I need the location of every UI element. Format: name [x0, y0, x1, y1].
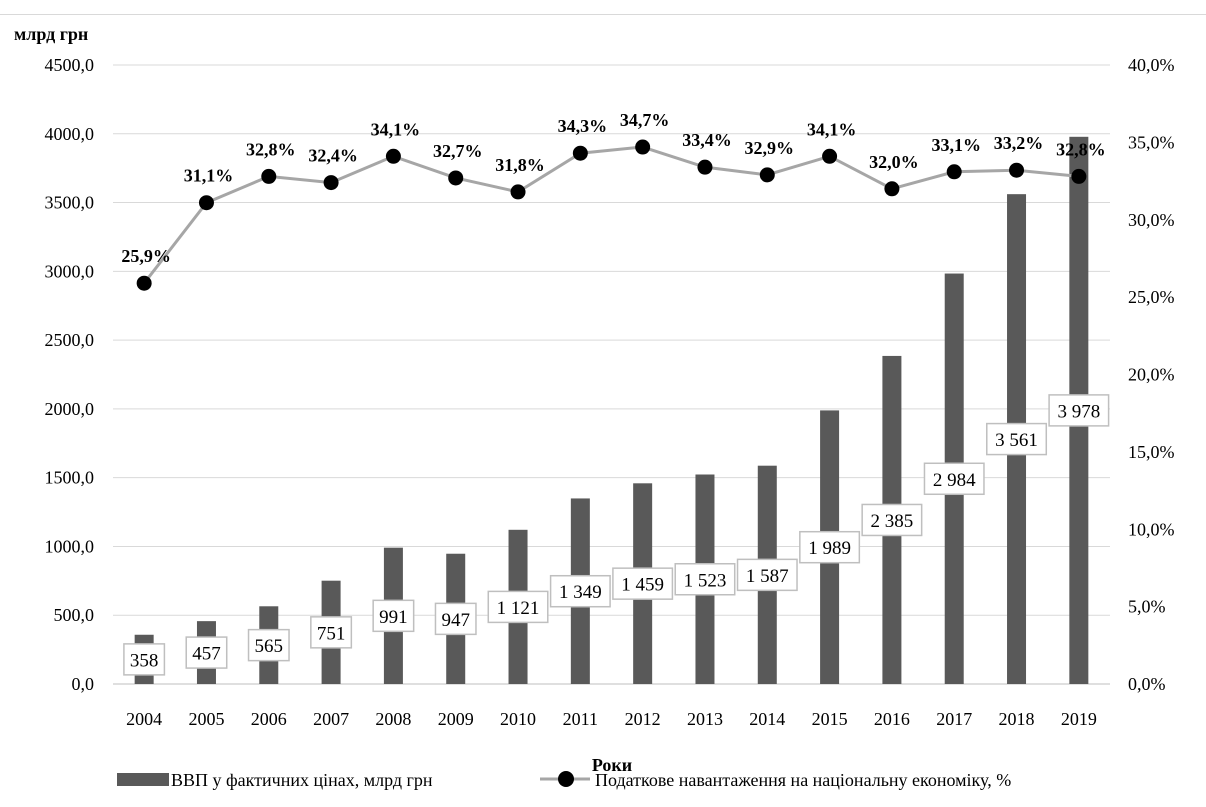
x-tick-label: 2005: [188, 709, 224, 729]
line-value-label: 25,9%: [121, 246, 171, 266]
bar-value-label: 1 587: [746, 566, 789, 587]
y-tick-label: 2500,0: [45, 330, 95, 350]
line-value-label: 33,4%: [682, 130, 732, 150]
x-tick-label: 2011: [563, 709, 598, 729]
y-tick-label: 4000,0: [45, 124, 95, 144]
bar-value-label: 3 978: [1057, 401, 1100, 422]
line-point: [137, 276, 152, 291]
y-tick-label: 500,0: [54, 605, 95, 625]
x-tick-label: 2008: [375, 709, 411, 729]
y2-tick-label: 15,0%: [1128, 442, 1175, 462]
x-tick-label: 2015: [812, 709, 848, 729]
line-point: [635, 140, 650, 155]
line-point: [261, 169, 276, 184]
line-value-label: 32,7%: [433, 141, 483, 161]
y2-tick-label: 5,0%: [1128, 597, 1166, 617]
line-point: [1071, 169, 1086, 184]
legend-bar-swatch: [117, 773, 169, 786]
bar-value-label: 1 989: [808, 538, 851, 559]
line-value-label: 32,4%: [308, 146, 358, 166]
y2-tick-label: 35,0%: [1128, 132, 1175, 152]
line-point: [947, 164, 962, 179]
y-tick-label: 3500,0: [45, 193, 95, 213]
line-point: [1009, 163, 1024, 178]
y-tick-label: 1000,0: [45, 536, 95, 556]
y-tick-label: 0,0: [72, 674, 95, 694]
bar-value-label: 947: [441, 610, 470, 631]
x-tick-label: 2018: [999, 709, 1035, 729]
bar-value-label: 1 349: [559, 582, 602, 603]
line-value-label: 31,8%: [495, 155, 545, 175]
bar-value-label: 457: [192, 644, 221, 665]
x-tick-label: 2013: [687, 709, 723, 729]
bar-value-label: 2 385: [871, 511, 914, 532]
line-point: [884, 181, 899, 196]
bar-value-label: 1 121: [497, 598, 540, 619]
line-point: [822, 149, 837, 164]
line-value-label: 32,8%: [1056, 139, 1106, 159]
line-value-label: 34,7%: [620, 110, 670, 130]
bar-value-label: 991: [379, 607, 408, 628]
y-tick-label: 3000,0: [45, 261, 95, 281]
y2-tick-label: 20,0%: [1128, 365, 1175, 385]
x-tick-label: 2006: [251, 709, 287, 729]
line-value-label: 32,8%: [246, 139, 296, 159]
y-tick-label: 2000,0: [45, 399, 95, 419]
y2-tick-label: 40,0%: [1128, 55, 1175, 75]
bar-value-label: 751: [317, 623, 346, 644]
line-value-label: 33,2%: [994, 133, 1044, 153]
x-tick-label: 2014: [749, 709, 785, 729]
bar-value-label: 2 984: [933, 470, 976, 491]
line-point: [511, 184, 526, 199]
x-tick-label: 2007: [313, 709, 349, 729]
line-value-label: 32,9%: [745, 138, 795, 158]
legend-bar-label: ВВП у фактичних цінах, млрд грн: [171, 770, 433, 790]
line-point: [324, 175, 339, 190]
line-point: [760, 167, 775, 182]
bar-value-label: 1 523: [684, 570, 727, 591]
y2-tick-label: 0,0%: [1128, 674, 1166, 694]
y-tick-label: 1500,0: [45, 468, 95, 488]
bar-value-label: 565: [255, 636, 284, 657]
line-point: [386, 149, 401, 164]
line-value-label: 34,1%: [371, 119, 421, 139]
legend-line-marker: [558, 771, 574, 787]
line-value-label: 33,1%: [931, 135, 981, 155]
y2-tick-label: 25,0%: [1128, 287, 1175, 307]
line-point: [573, 146, 588, 161]
line-value-label: 34,3%: [558, 116, 608, 136]
line-point: [199, 195, 214, 210]
x-tick-label: 2012: [625, 709, 661, 729]
line-value-label: 32,0%: [869, 152, 919, 172]
tax-burden-line: [144, 147, 1079, 283]
bar-value-label: 358: [130, 650, 159, 671]
legend-line-label: Податкове навантаження на національну ек…: [595, 770, 1011, 790]
x-tick-label: 2017: [936, 709, 972, 729]
y-axis-title: млрд грн: [14, 24, 88, 44]
bar-value-label: 1 459: [621, 575, 664, 596]
x-tick-label: 2010: [500, 709, 536, 729]
line-value-label: 31,1%: [184, 166, 234, 186]
line-value-label: 34,1%: [807, 119, 857, 139]
line-point: [697, 160, 712, 175]
y2-tick-label: 30,0%: [1128, 210, 1175, 230]
x-tick-label: 2009: [438, 709, 474, 729]
bar-value-label: 3 561: [995, 430, 1038, 451]
x-tick-label: 2016: [874, 709, 910, 729]
y2-tick-label: 10,0%: [1128, 519, 1175, 539]
y-tick-label: 4500,0: [45, 55, 95, 75]
line-point: [448, 170, 463, 185]
x-tick-label: 2004: [126, 709, 162, 729]
x-tick-label: 2019: [1061, 709, 1097, 729]
